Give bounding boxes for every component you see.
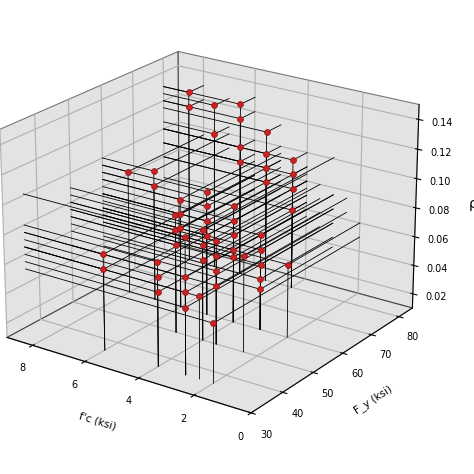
- Y-axis label: F_y (ksi): F_y (ksi): [352, 384, 394, 416]
- X-axis label: f'c (ksi): f'c (ksi): [78, 411, 118, 432]
